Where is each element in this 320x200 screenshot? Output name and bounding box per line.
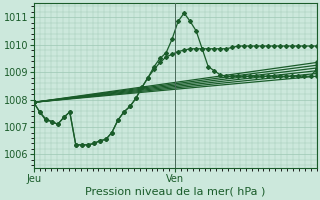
X-axis label: Pression niveau de la mer( hPa ): Pression niveau de la mer( hPa ) [85, 187, 265, 197]
